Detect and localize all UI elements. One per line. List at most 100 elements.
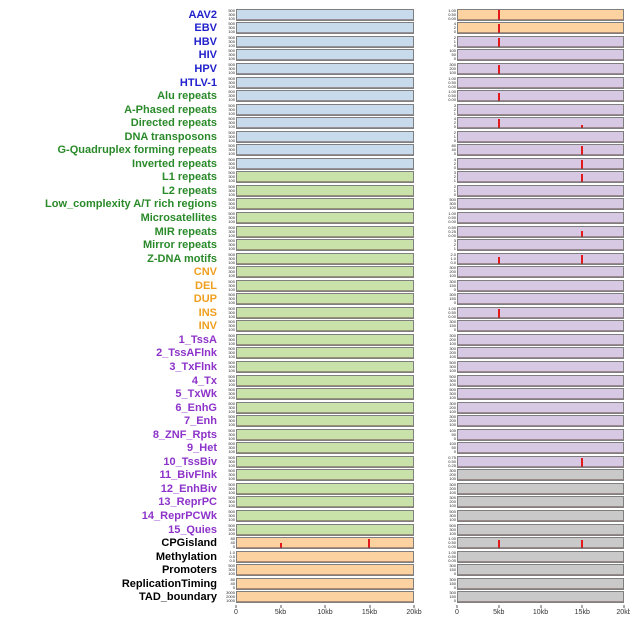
- y-tick-label: 300: [228, 133, 235, 139]
- track-row: INS 500 300 100 1.00 0.50 0.00: [0, 306, 630, 320]
- y-tick-label: 1.00: [448, 7, 456, 13]
- y-tick-label: 300: [228, 93, 235, 99]
- y-axis-right: 1.00 0.50 0.00: [442, 90, 457, 102]
- track-row: TAD_boundary 3000 2000 1000 300 150 0: [0, 591, 630, 605]
- track-label: 5_TxWk: [175, 388, 217, 401]
- y-axis-left: 500 300 100: [221, 279, 236, 292]
- y-axis-left: 500 300 100: [221, 469, 236, 481]
- y-axis-right: 80 40 0: [442, 144, 457, 156]
- y-tick-label: 100: [228, 286, 235, 292]
- y-tick-label: 100: [449, 395, 456, 401]
- y-axis-right: 300 150 0: [442, 564, 457, 576]
- track-label: A-Phased repeats: [124, 103, 217, 116]
- y-tick-label: 150: [449, 323, 456, 329]
- y-tick-label: 100: [228, 422, 235, 428]
- y-tick-label: 100: [449, 530, 456, 536]
- track-label: CNV: [193, 266, 217, 279]
- track-row: Alu repeats 500 300 100 1.00 0.50 0.00: [0, 89, 630, 103]
- track-panel-left: [236, 537, 414, 550]
- y-tick-label: 500: [228, 509, 235, 514]
- track-label: INS: [198, 306, 217, 319]
- y-tick-label: 100: [449, 489, 456, 495]
- y-tick-label: 100: [228, 110, 235, 116]
- track-panel-right: [457, 360, 624, 373]
- y-axis-left: 500 300 100: [221, 523, 236, 536]
- y-tick-label: 500: [228, 346, 235, 352]
- track-panel-left: [236, 482, 414, 495]
- track-panel-right: [457, 442, 624, 455]
- y-tick-label: 150: [449, 594, 456, 600]
- track-panel-right: [457, 239, 624, 252]
- y-tick-label: 100: [228, 246, 235, 252]
- signal-spike: [498, 119, 501, 129]
- y-tick-label: 40: [451, 147, 456, 153]
- y-tick-label: 100: [228, 381, 235, 387]
- y-axis-left: 500 300 100: [221, 117, 236, 129]
- y-tick-label: 300: [228, 79, 235, 85]
- y-axis-left: 500 300 100: [221, 428, 236, 441]
- track-panel-right: [457, 564, 624, 577]
- y-tick-label: 0.00: [448, 313, 456, 319]
- y-tick-label: 0: [453, 124, 456, 130]
- track-panel-right: [457, 8, 624, 21]
- track-panel-left: [236, 320, 414, 333]
- y-tick-label: 300: [228, 187, 235, 193]
- y-tick-label: 100: [228, 151, 235, 157]
- track-row: 2_TssAFlnk 500 300 100 300 200 100: [0, 347, 630, 361]
- y-axis-right: 300 150 0: [442, 279, 457, 292]
- y-tick-label: 500: [228, 481, 235, 487]
- y-tick-label: 0.0: [450, 259, 456, 265]
- y-tick-label: 80: [451, 143, 456, 149]
- y-tick-label: 100: [228, 191, 235, 197]
- track-row: 9_Het 500 300 100 100 50 0: [0, 442, 630, 456]
- track-row: 1_TssA 500 300 100 300 200 100: [0, 333, 630, 347]
- x-axis-row: 0 5kb 10kb 15kb 20kb 0 5kb 10kb 15kb 20kb: [0, 605, 630, 621]
- y-axis-left: 500 300 100: [221, 455, 236, 468]
- signal-spike: [580, 539, 583, 549]
- y-tick-label: 0.00: [448, 544, 456, 550]
- y-tick-label: 0: [453, 598, 456, 604]
- y-tick-label: 100: [228, 327, 235, 333]
- track-row: Promoters 500 300 100 300 150 0: [0, 563, 630, 577]
- y-tick-label: 0.50: [448, 79, 456, 85]
- y-axis-left: 500 300 100: [221, 198, 236, 210]
- y-tick-label: 300: [449, 576, 456, 582]
- x-tick-label: 5kb: [274, 609, 287, 617]
- y-tick-label: 200: [449, 472, 456, 478]
- y-tick-label: 300: [228, 296, 235, 302]
- track-panel-left: [236, 428, 414, 441]
- track-panel-right: [457, 347, 624, 360]
- y-tick-label: 500: [228, 21, 235, 27]
- y-axis-right: 300 200 100: [442, 469, 457, 481]
- y-tick-label: 4: [453, 116, 456, 122]
- y-tick-label: 300: [228, 11, 235, 17]
- track-panel-right: [457, 388, 624, 401]
- y-tick-label: 100: [449, 503, 456, 509]
- track-panel-right: [457, 76, 624, 89]
- track-panel-right: [457, 103, 624, 116]
- track-label: 8_ZNF_Rpts: [152, 428, 217, 441]
- y-axis-right: 300 150 0: [442, 591, 457, 603]
- y-tick-label: 0.50: [448, 214, 456, 220]
- signal-spike: [498, 540, 501, 549]
- track-panel-right: [457, 550, 624, 563]
- track-panel-left: [236, 279, 414, 292]
- y-tick-label: 2: [453, 129, 456, 135]
- y-axis-left: 500 300 100: [221, 239, 236, 251]
- track-label: TAD_boundary: [138, 591, 217, 604]
- y-axis-right: 300 200 100: [442, 62, 457, 75]
- track-row: 6_EnhG 500 300 100 300 200 100: [0, 401, 630, 415]
- track-panel-right: [457, 523, 624, 536]
- y-tick-label: 300: [228, 485, 235, 491]
- y-tick-label: 100: [228, 517, 235, 522]
- track-panel-left: [236, 564, 414, 577]
- x-tick-mark: [456, 605, 458, 609]
- track-panel-right: [457, 117, 624, 130]
- y-axis-left: 500 300 100: [221, 225, 236, 238]
- y-tick-label: 500: [228, 238, 235, 244]
- y-tick-label: 500: [228, 292, 235, 298]
- y-tick-label: 100: [228, 259, 235, 265]
